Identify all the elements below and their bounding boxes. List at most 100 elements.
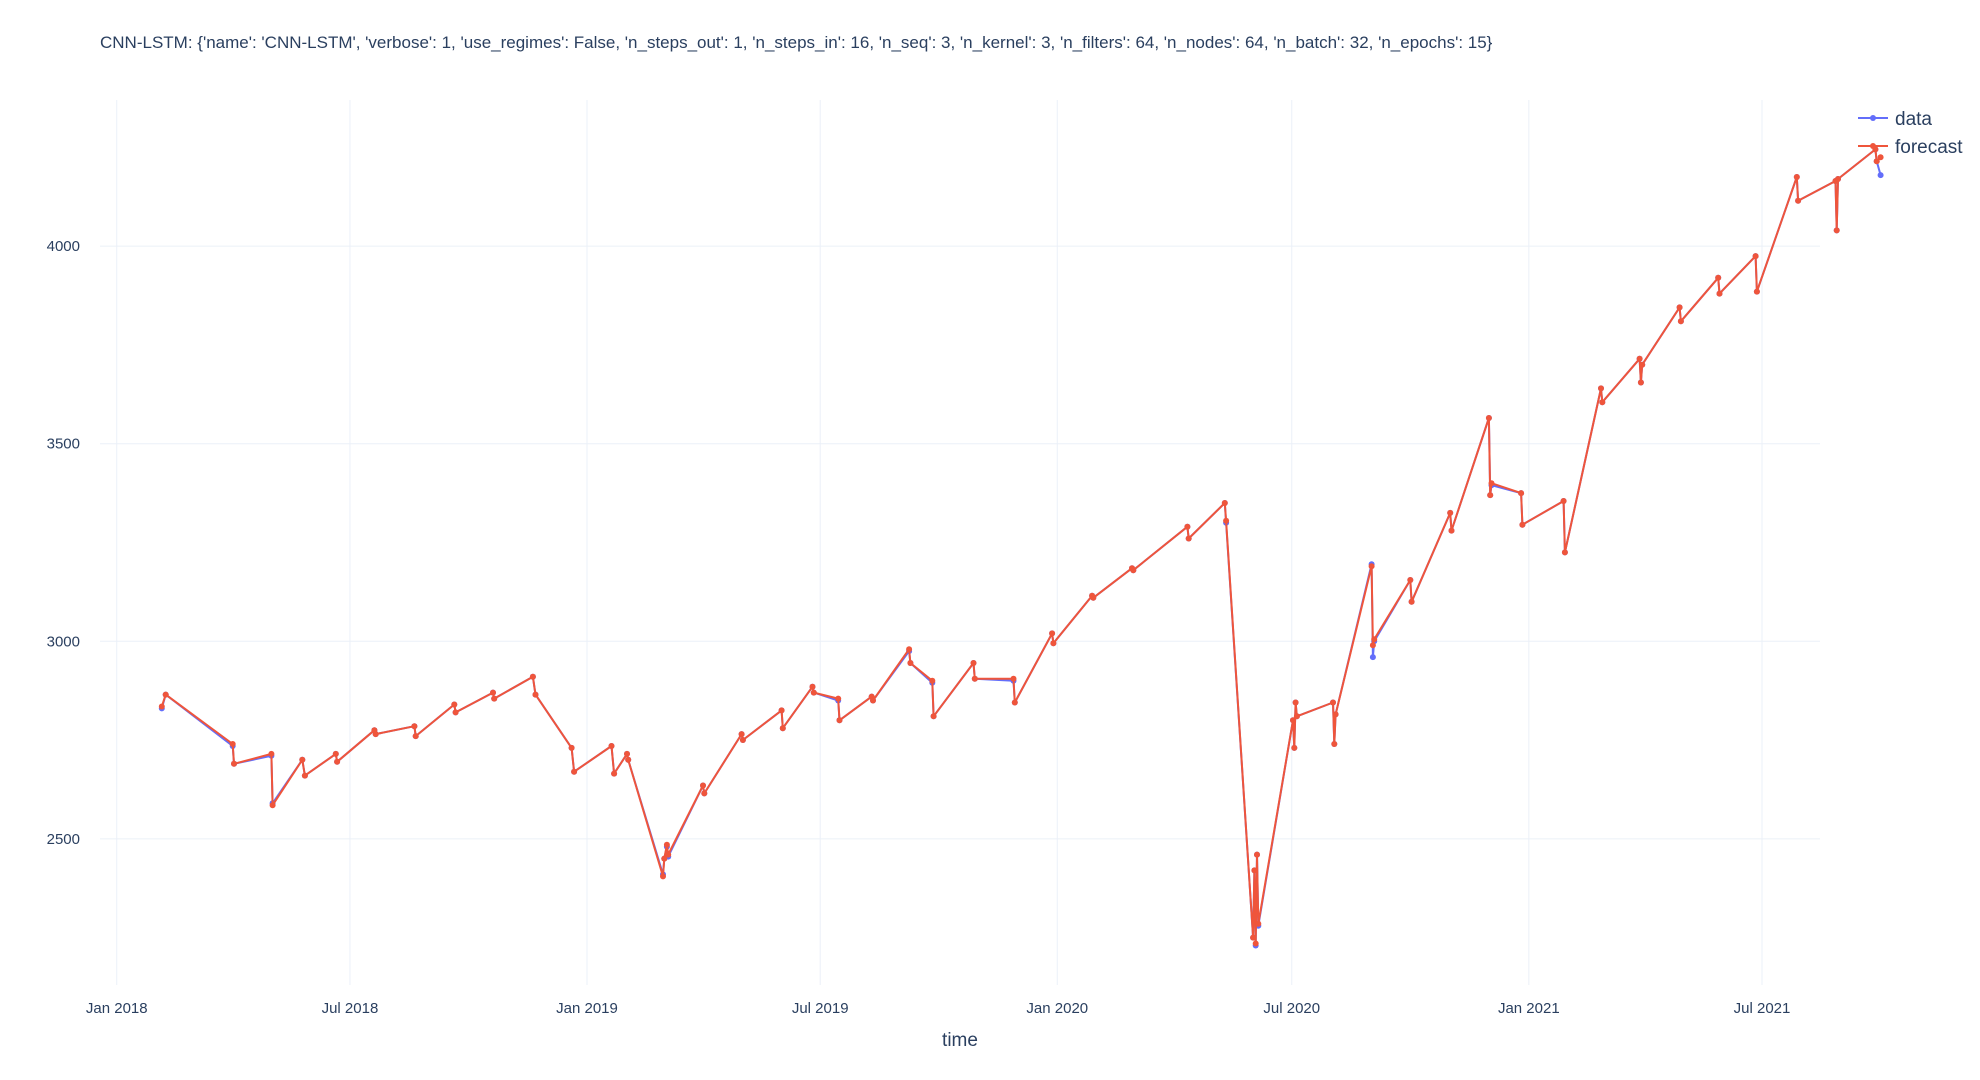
data-point-forecast[interactable] — [870, 697, 876, 704]
data-point-forecast[interactable] — [162, 691, 169, 698]
data-point-forecast[interactable] — [1598, 385, 1604, 392]
data-point-forecast[interactable] — [1371, 636, 1378, 643]
legend[interactable]: data forecast — [1858, 109, 1963, 158]
data-point-forecast[interactable] — [568, 744, 575, 751]
data-point-forecast[interactable] — [1050, 640, 1057, 647]
data-point-forecast[interactable] — [1447, 509, 1454, 516]
data-point-forecast[interactable] — [971, 675, 978, 682]
data-point-forecast[interactable] — [1448, 527, 1455, 534]
data-point-forecast[interactable] — [660, 873, 666, 880]
data-point-forecast[interactable] — [665, 851, 672, 858]
data-point-forecast[interactable] — [529, 673, 536, 680]
data-point-forecast[interactable] — [739, 737, 746, 743]
data-point-forecast[interactable] — [1223, 517, 1230, 524]
data-point-forecast[interactable] — [810, 689, 817, 696]
data-point-forecast[interactable] — [268, 750, 275, 757]
data-point-forecast[interactable] — [611, 770, 618, 777]
data-point-forecast[interactable] — [1487, 492, 1494, 499]
data-point-forecast[interactable] — [1331, 741, 1338, 747]
data-point-forecast[interactable] — [1873, 158, 1880, 165]
data-point-forecast[interactable] — [332, 750, 339, 757]
data-point-forecast[interactable] — [906, 646, 913, 653]
data-point-forecast[interactable] — [663, 841, 670, 848]
data-point-forecast[interactable] — [1090, 594, 1097, 601]
data-point-forecast[interactable] — [1332, 711, 1339, 718]
data-point-forecast[interactable] — [1833, 227, 1840, 234]
data-point-forecast[interactable] — [1599, 399, 1606, 406]
data-point-forecast[interactable] — [930, 713, 937, 720]
data-point-forecast[interactable] — [1292, 699, 1299, 706]
data-point-forecast[interactable] — [1488, 480, 1495, 487]
data-point-forecast[interactable] — [1185, 535, 1192, 542]
data-point-forecast[interactable] — [1795, 197, 1802, 204]
data-point-forecast[interactable] — [1010, 675, 1017, 682]
data-point-forecast[interactable] — [970, 660, 977, 666]
data-point-forecast[interactable] — [1561, 549, 1568, 556]
data-point-forecast[interactable] — [1560, 498, 1567, 504]
data-point-forecast[interactable] — [907, 660, 914, 666]
data-point-forecast[interactable] — [1637, 379, 1644, 386]
data-point-forecast[interactable] — [1677, 318, 1684, 325]
data-point-forecast[interactable] — [1636, 355, 1643, 362]
data-point-forecast[interactable] — [1485, 415, 1492, 421]
data-point-forecast[interactable] — [738, 731, 745, 738]
data-point-forecast[interactable] — [452, 709, 459, 716]
data-point-forecast[interactable] — [158, 703, 165, 710]
data-point-data[interactable] — [1369, 654, 1376, 661]
data-point-forecast[interactable] — [700, 782, 706, 789]
data-point-forecast[interactable] — [1254, 851, 1260, 858]
data-point-forecast[interactable] — [1011, 699, 1018, 706]
data-point-forecast[interactable] — [1221, 500, 1228, 506]
data-point-forecast[interactable] — [835, 695, 842, 702]
data-point-forecast[interactable] — [809, 683, 816, 690]
legend-item-forecast[interactable]: forecast — [1858, 137, 1963, 158]
data-point-forecast[interactable] — [1251, 867, 1258, 874]
data-point-forecast[interactable] — [1877, 154, 1884, 161]
data-point-forecast[interactable] — [1250, 934, 1257, 941]
data-point-forecast[interactable] — [624, 750, 630, 757]
data-point-forecast[interactable] — [229, 741, 236, 747]
data-point-forecast[interactable] — [1369, 642, 1376, 649]
legend-item-data[interactable]: data — [1858, 109, 1932, 130]
data-point-forecast[interactable] — [491, 695, 498, 702]
data-point-forecast[interactable] — [1291, 744, 1298, 751]
data-point-forecast[interactable] — [490, 689, 496, 696]
data-point-forecast[interactable] — [412, 733, 419, 740]
data-point-forecast[interactable] — [929, 677, 936, 684]
data-point-forecast[interactable] — [836, 717, 843, 724]
data-point-forecast[interactable] — [301, 772, 308, 779]
data-point-forecast[interactable] — [269, 802, 276, 809]
data-point-forecast[interactable] — [1752, 253, 1759, 260]
data-point-forecast[interactable] — [1676, 304, 1683, 311]
data-point-forecast[interactable] — [532, 691, 539, 698]
data-point-forecast[interactable] — [625, 756, 632, 763]
data-point-forecast[interactable] — [1639, 361, 1646, 368]
data-point-forecast[interactable] — [1290, 717, 1296, 724]
data-point-forecast[interactable] — [231, 760, 237, 767]
data-point-forecast[interactable] — [1519, 521, 1526, 528]
data-point-forecast[interactable] — [1835, 176, 1841, 182]
data-point-forecast[interactable] — [608, 743, 615, 749]
data-point-forecast[interactable] — [1049, 630, 1056, 637]
data-point-forecast[interactable] — [778, 707, 785, 714]
data-point-data[interactable] — [1877, 172, 1884, 179]
data-point-forecast[interactable] — [1407, 577, 1414, 583]
data-point-forecast[interactable] — [1255, 920, 1262, 927]
data-point-forecast[interactable] — [1368, 563, 1375, 570]
data-point-forecast[interactable] — [372, 731, 379, 738]
data-point-forecast[interactable] — [1716, 290, 1723, 297]
data-point-forecast[interactable] — [571, 768, 578, 775]
data-point-forecast[interactable] — [1715, 274, 1722, 281]
data-point-forecast[interactable] — [451, 701, 458, 708]
data-point-forecast[interactable] — [1130, 567, 1137, 574]
data-point-forecast[interactable] — [1753, 288, 1760, 295]
data-point-forecast[interactable] — [1252, 940, 1259, 947]
data-point-forecast[interactable] — [1408, 598, 1415, 605]
data-point-forecast[interactable] — [661, 855, 668, 862]
data-point-forecast[interactable] — [779, 725, 786, 732]
data-point-forecast[interactable] — [1518, 490, 1525, 497]
data-point-forecast[interactable] — [701, 790, 708, 797]
data-point-forecast[interactable] — [1184, 523, 1191, 530]
data-point-forecast[interactable] — [1330, 699, 1336, 706]
